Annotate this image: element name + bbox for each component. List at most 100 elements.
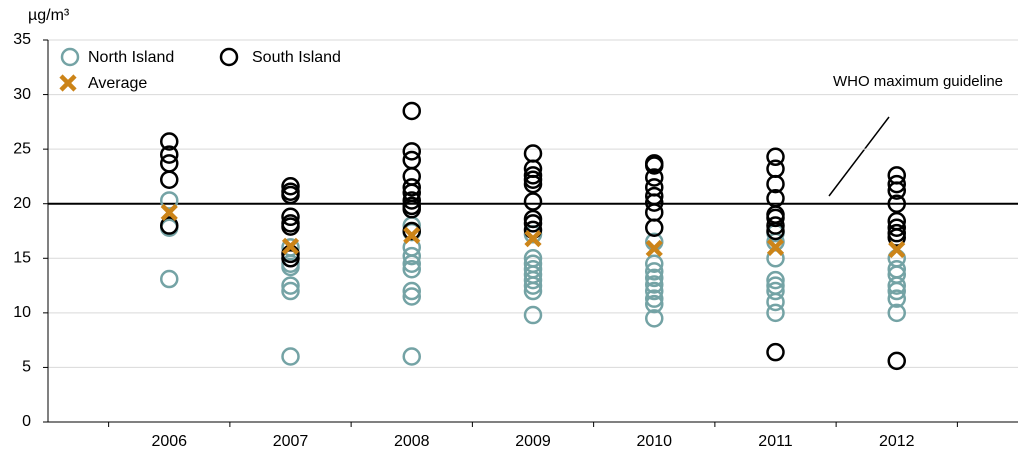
cross-stroke <box>403 226 421 244</box>
point <box>645 294 664 314</box>
point <box>281 207 300 227</box>
y-tick-label: 5 <box>22 359 31 376</box>
average-marker <box>888 240 906 259</box>
point <box>402 287 421 306</box>
point <box>645 168 664 187</box>
point <box>645 254 664 273</box>
point <box>402 178 421 197</box>
average-marker <box>766 238 785 256</box>
point <box>160 269 179 289</box>
point <box>523 276 543 295</box>
legend-marker <box>59 74 77 92</box>
point <box>766 221 785 241</box>
point <box>523 214 543 233</box>
point <box>887 174 906 194</box>
x-tick-label: 2012 <box>879 433 915 450</box>
x-tick-label: 2010 <box>636 433 672 450</box>
point <box>523 174 543 194</box>
cross-stroke <box>888 240 906 259</box>
point <box>766 292 785 312</box>
point <box>523 305 543 325</box>
point <box>887 289 906 308</box>
average-marker <box>160 203 178 222</box>
x-tick-label: 2008 <box>394 433 430 450</box>
legend-marker <box>219 47 239 67</box>
y-unit: µg/m³ <box>28 7 70 24</box>
point <box>766 303 785 323</box>
average-marker <box>281 237 300 255</box>
cross-stroke <box>524 230 542 248</box>
point <box>402 142 421 161</box>
y-tick-label: 15 <box>13 250 31 267</box>
point <box>887 281 906 301</box>
point <box>766 147 785 167</box>
point <box>645 193 664 212</box>
point <box>402 254 421 273</box>
point <box>645 281 664 301</box>
point <box>402 347 421 366</box>
cross-stroke <box>645 239 663 258</box>
point <box>766 208 785 228</box>
point <box>160 170 179 189</box>
point <box>887 218 906 237</box>
point <box>766 342 785 362</box>
cross-stroke <box>281 237 300 255</box>
y-tick-label: 25 <box>13 140 31 157</box>
point <box>887 276 906 295</box>
point <box>402 281 421 301</box>
point <box>887 194 906 213</box>
point <box>766 270 785 290</box>
point <box>402 259 421 279</box>
point <box>766 216 785 235</box>
point <box>887 303 906 323</box>
y-tick-label: 20 <box>13 195 31 212</box>
cross-stroke <box>766 238 785 256</box>
point <box>645 275 664 294</box>
point <box>160 216 179 235</box>
point <box>887 351 906 371</box>
point <box>402 101 421 121</box>
average-marker <box>403 226 421 244</box>
point <box>281 249 300 268</box>
x-tick-label: 2009 <box>515 433 551 450</box>
y-tick-label: 0 <box>22 413 31 430</box>
point <box>160 191 179 210</box>
point <box>645 268 664 288</box>
point <box>645 218 664 237</box>
point <box>887 228 906 247</box>
annotation-pointer <box>828 116 890 197</box>
legend-label: South Island <box>252 49 341 66</box>
point <box>160 132 179 151</box>
point <box>281 276 300 295</box>
point <box>645 156 664 175</box>
point <box>281 177 300 196</box>
average-marker <box>524 230 542 248</box>
point <box>402 199 421 219</box>
point <box>645 262 664 281</box>
legend-label: North Island <box>88 49 174 66</box>
reference-label: WHO maximum guideline <box>833 73 1003 90</box>
x-tick-label: 2011 <box>758 433 793 450</box>
point <box>160 145 179 164</box>
point <box>645 203 664 222</box>
point <box>523 144 543 163</box>
legend-marker <box>60 47 80 67</box>
point <box>281 185 300 205</box>
point <box>523 281 543 301</box>
point <box>281 217 300 236</box>
point <box>402 221 421 241</box>
cross-stroke <box>59 74 77 92</box>
average-marker <box>645 239 663 258</box>
cross-stroke <box>160 203 178 222</box>
legend-label: Average <box>88 75 147 92</box>
point <box>402 191 421 210</box>
point <box>645 289 664 308</box>
point <box>281 281 300 301</box>
point <box>402 246 421 266</box>
point <box>281 347 300 366</box>
x-tick-label: 2006 <box>151 433 187 450</box>
x-tick-label: 2007 <box>273 433 309 450</box>
point <box>887 181 906 200</box>
point <box>766 159 785 179</box>
